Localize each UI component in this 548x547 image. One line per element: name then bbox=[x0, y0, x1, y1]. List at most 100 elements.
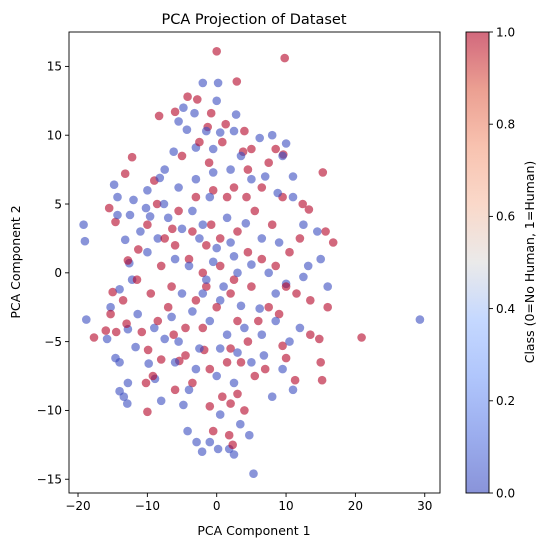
scatter-point-class-0 bbox=[208, 168, 218, 177]
scatter-point-class-1 bbox=[295, 234, 305, 243]
scatter-point-class-0 bbox=[198, 289, 208, 298]
scatter-point-class-1 bbox=[233, 389, 242, 399]
scatter-point-class-0 bbox=[299, 272, 308, 282]
scatter-point-class-0 bbox=[179, 103, 188, 112]
scatter-point-class-1 bbox=[260, 364, 270, 374]
scatter-point-class-1 bbox=[281, 353, 291, 363]
scatter-point-class-0 bbox=[192, 437, 201, 447]
scatter-point-class-0 bbox=[226, 238, 235, 247]
scatter-point-class-1 bbox=[218, 392, 227, 402]
scatter-point-class-0 bbox=[240, 323, 249, 333]
scatter-point-class-0 bbox=[123, 399, 132, 408]
scatter-point-class-1 bbox=[167, 282, 176, 291]
scatter-point-class-0 bbox=[183, 426, 192, 436]
scatter-point-class-0 bbox=[150, 323, 159, 333]
scatter-point-class-1 bbox=[143, 220, 152, 229]
y-tick-label: 10 bbox=[47, 129, 62, 143]
scatter-point-class-0 bbox=[208, 257, 218, 267]
scatter-point-class-0 bbox=[202, 126, 211, 136]
scatter-point-class-0 bbox=[273, 188, 283, 198]
scatter-point-class-0 bbox=[79, 220, 88, 229]
scatter-point-class-1 bbox=[264, 158, 274, 167]
scatter-point-class-1 bbox=[168, 224, 177, 234]
scatter-point-class-0 bbox=[184, 261, 194, 271]
scatter-point-class-0 bbox=[215, 296, 225, 305]
colorbar-tick-label: 0.8 bbox=[496, 118, 515, 132]
scatter-point-class-0 bbox=[303, 261, 313, 271]
scatter-point-class-1 bbox=[253, 316, 263, 326]
scatter-point-class-1 bbox=[188, 378, 197, 388]
scatter-point-class-1 bbox=[170, 241, 180, 250]
scatter-point-class-0 bbox=[281, 139, 291, 148]
scatter-point-class-1 bbox=[143, 407, 152, 417]
scatter-point-class-1 bbox=[323, 302, 333, 312]
scatter-point-class-1 bbox=[111, 327, 121, 337]
scatter-point-class-1 bbox=[146, 289, 156, 298]
colorbar-frame bbox=[465, 31, 490, 494]
scatter-point-class-0 bbox=[231, 110, 241, 119]
scatter-point-class-0 bbox=[205, 316, 215, 326]
scatter-point-class-0 bbox=[285, 337, 294, 346]
y-tick-label: −10 bbox=[37, 404, 62, 418]
scatter-point-class-0 bbox=[195, 234, 204, 243]
scatter-point-class-0 bbox=[167, 312, 176, 322]
scatter-point-class-0 bbox=[267, 130, 277, 140]
scatter-point-class-0 bbox=[219, 282, 228, 291]
scatter-point-class-0 bbox=[222, 213, 232, 223]
scatter-point-class-0 bbox=[160, 165, 169, 174]
scatter-point-class-1 bbox=[236, 358, 246, 367]
scatter-point-class-0 bbox=[233, 268, 242, 278]
scatter-point-class-1 bbox=[198, 323, 208, 333]
scatter-point-class-0 bbox=[115, 358, 124, 367]
scatter-point-class-1 bbox=[315, 334, 324, 344]
scatter-point-class-0 bbox=[229, 251, 239, 261]
plot-points bbox=[79, 47, 425, 479]
scatter-point-class-1 bbox=[304, 205, 314, 214]
scatter-point-class-0 bbox=[143, 247, 152, 257]
scatter-point-class-1 bbox=[233, 316, 242, 326]
scatter-point-class-1 bbox=[123, 256, 133, 265]
scatter-point-class-0 bbox=[113, 210, 122, 220]
scatter-point-class-1 bbox=[257, 183, 267, 192]
scatter-point-class-1 bbox=[316, 358, 326, 367]
scatter-point-class-1 bbox=[184, 254, 194, 264]
scatter-point-class-0 bbox=[123, 378, 133, 388]
colorbar-tick-label: 0.4 bbox=[496, 302, 515, 316]
scatter-point-class-1 bbox=[137, 327, 147, 337]
scatter-point-class-0 bbox=[323, 282, 333, 291]
scatter-point-class-0 bbox=[229, 450, 239, 459]
scatter-point-class-0 bbox=[177, 289, 187, 298]
scatter-point-class-1 bbox=[357, 333, 366, 342]
scatter-point-class-1 bbox=[153, 316, 163, 326]
scatter-point-class-0 bbox=[145, 212, 155, 221]
scatter-point-class-1 bbox=[321, 227, 330, 236]
scatter-point-class-1 bbox=[181, 323, 190, 333]
scatter-point-class-1 bbox=[195, 137, 204, 147]
scatter-point-class-1 bbox=[328, 238, 338, 247]
scatter-point-class-1 bbox=[208, 186, 218, 195]
scatter-point-class-0 bbox=[159, 199, 169, 209]
scatter-point-class-1 bbox=[232, 77, 242, 86]
scatter-point-class-0 bbox=[229, 378, 239, 388]
scatter-point-class-0 bbox=[191, 364, 201, 374]
colorbar-tick-label: 0.0 bbox=[496, 486, 515, 500]
scatter-point-class-0 bbox=[215, 344, 225, 353]
scatter-point-class-0 bbox=[257, 330, 267, 340]
scatter-point-class-0 bbox=[133, 309, 142, 319]
scatter-point-class-0 bbox=[212, 243, 221, 253]
scatter-point-class-1 bbox=[243, 165, 253, 174]
scatter-point-class-1 bbox=[170, 107, 180, 117]
scatter-point-class-0 bbox=[288, 385, 298, 395]
scatter-point-class-0 bbox=[257, 234, 267, 243]
scatter-point-class-1 bbox=[193, 95, 202, 104]
scatter-point-class-0 bbox=[153, 234, 163, 243]
scatter-point-class-1 bbox=[274, 309, 284, 319]
scatter-point-class-0 bbox=[267, 392, 277, 402]
scatter-point-class-1 bbox=[111, 217, 120, 227]
scatter-point-class-0 bbox=[174, 337, 183, 346]
scatter-point-class-1 bbox=[215, 234, 225, 243]
scatter-point-class-1 bbox=[212, 302, 221, 312]
scatter-point-class-1 bbox=[250, 371, 260, 381]
scatter-point-class-0 bbox=[313, 227, 322, 236]
scatter-point-class-0 bbox=[236, 151, 246, 161]
